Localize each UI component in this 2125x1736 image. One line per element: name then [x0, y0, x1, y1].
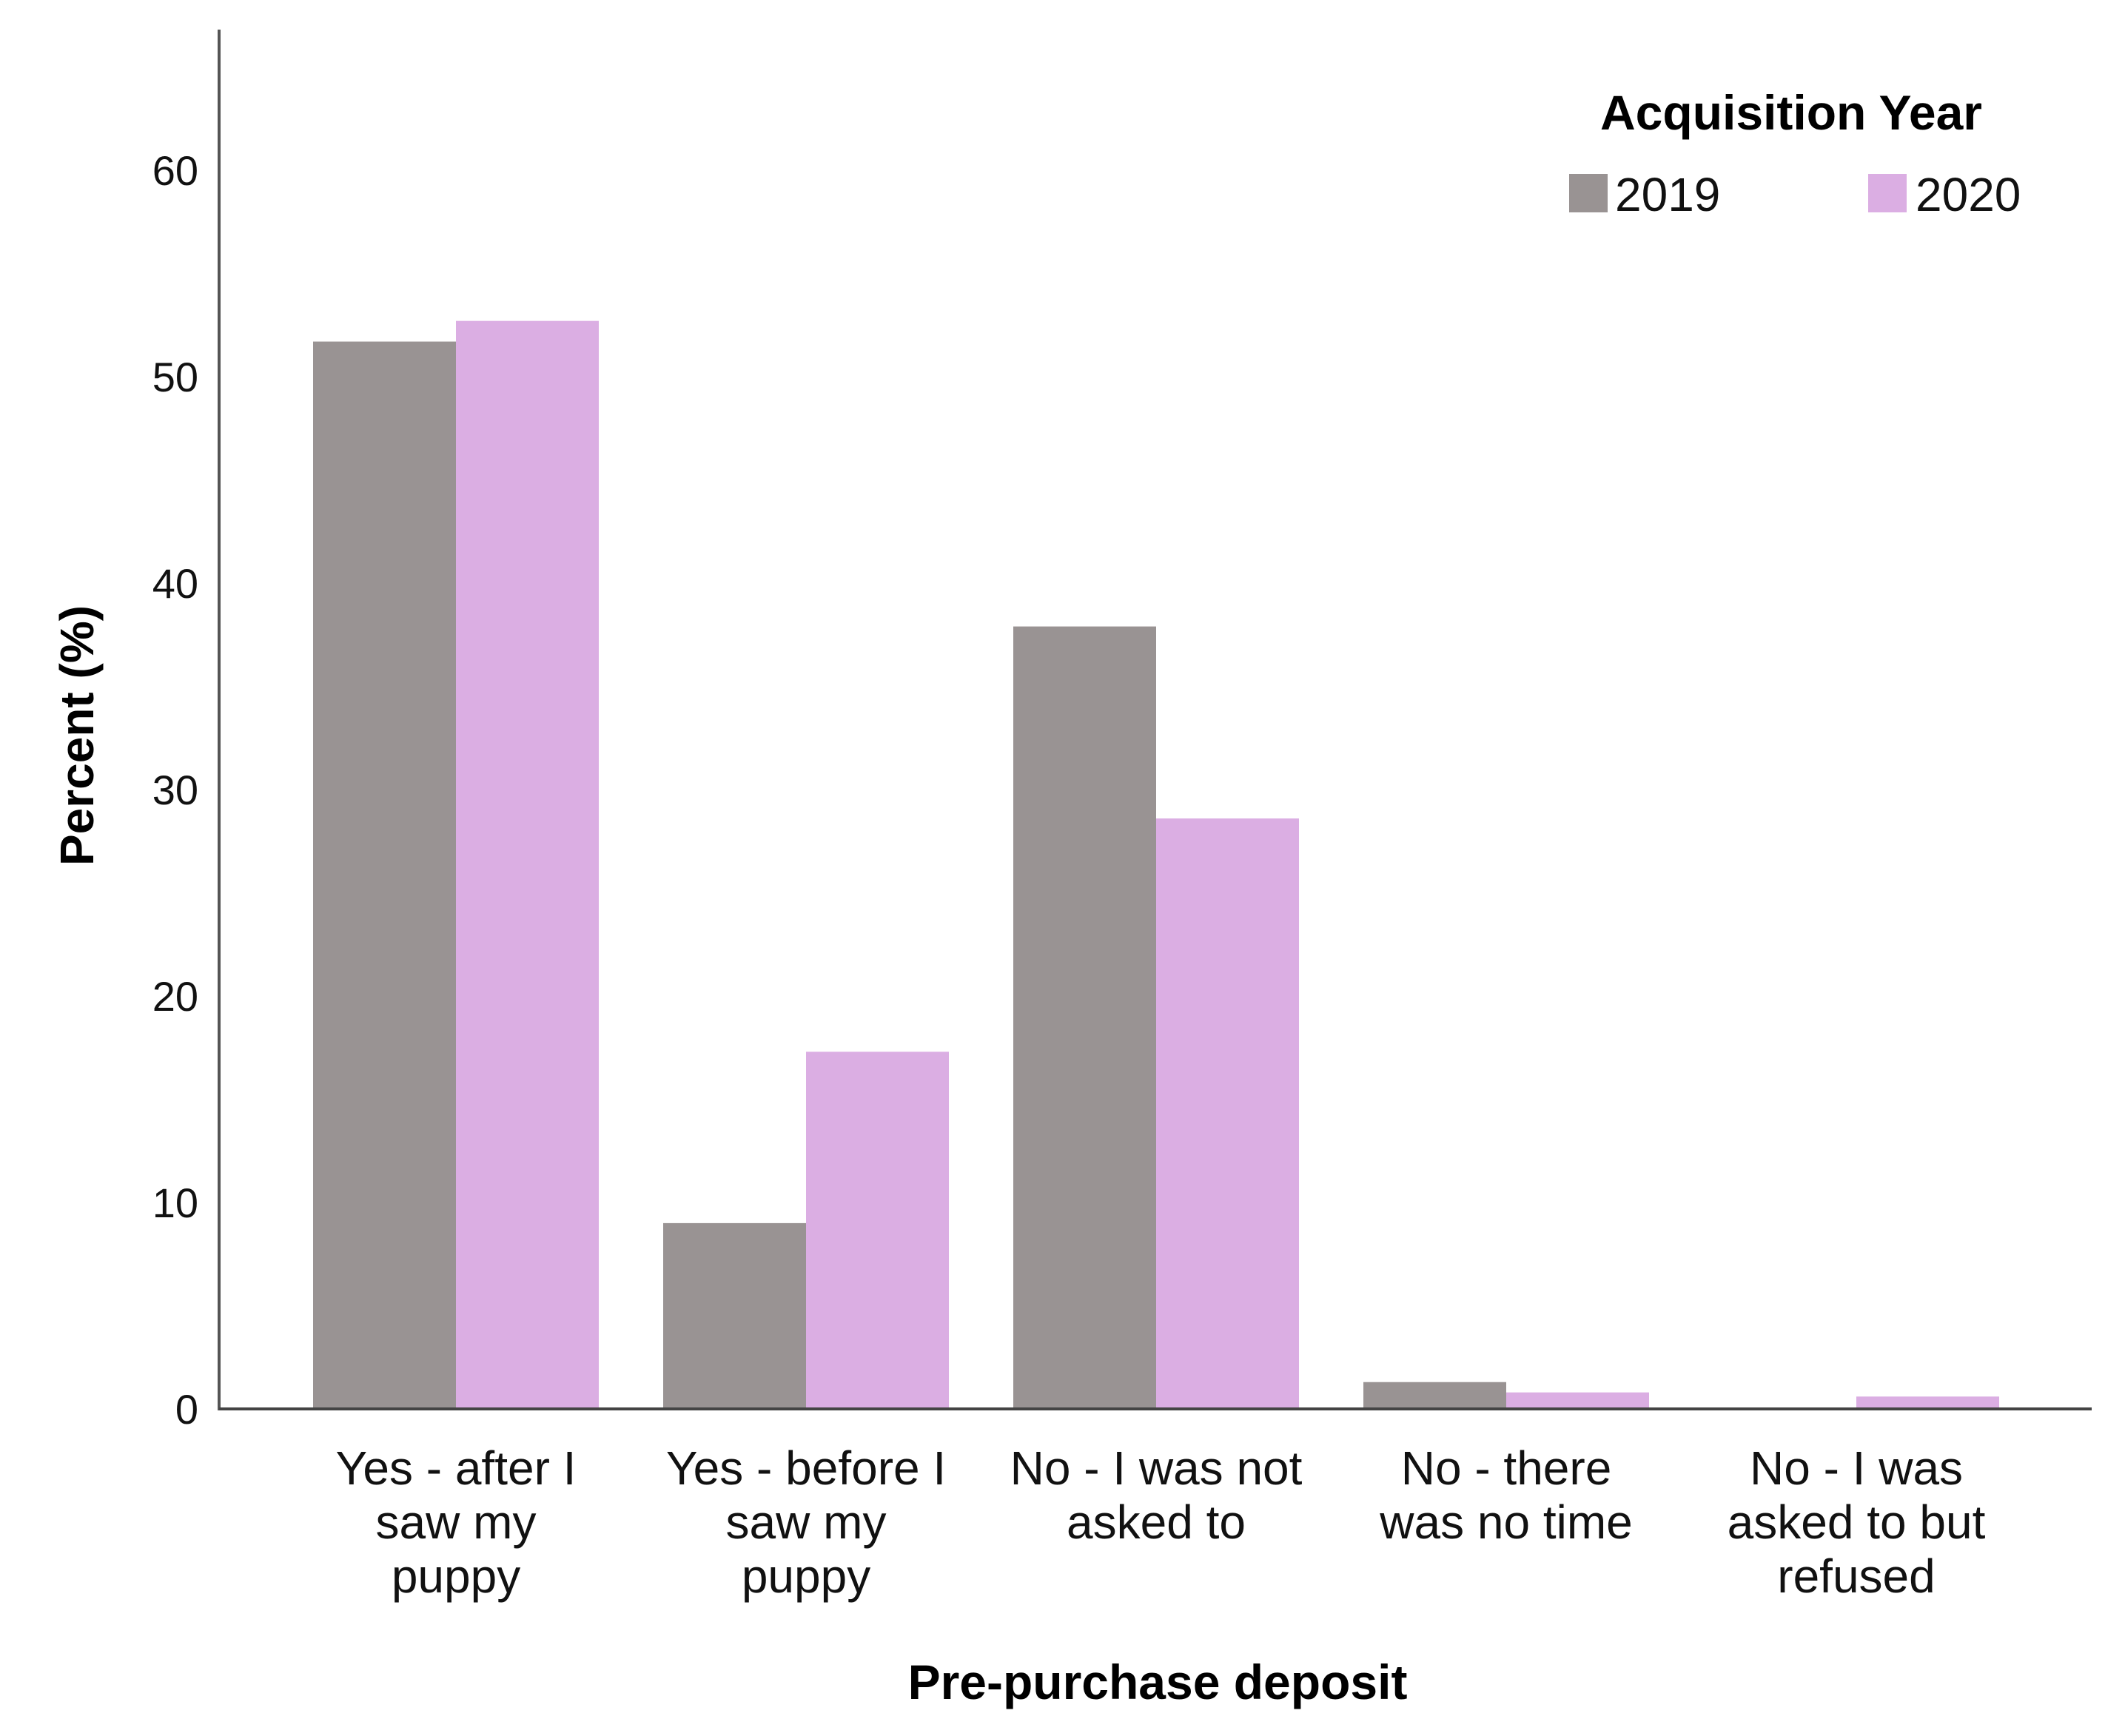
y-axis-title: Percent (%)	[50, 605, 104, 866]
x-tick-label: puppy	[392, 1550, 520, 1603]
bars	[313, 320, 1999, 1409]
x-tick-label: asked to	[1067, 1496, 1246, 1549]
bar-2019-0	[313, 341, 456, 1409]
x-tick-label: saw my	[726, 1496, 887, 1549]
y-tick-label: 50	[152, 354, 198, 400]
y-axis-ticks: 0 10 20 30 40 50 60	[152, 147, 198, 1433]
bar-2020-2	[1156, 818, 1299, 1409]
bar-2019-3	[1363, 1382, 1506, 1409]
bar-2020-1	[806, 1052, 949, 1409]
y-tick-label: 60	[152, 147, 198, 194]
legend-label-2020: 2020	[1916, 168, 2021, 221]
legend-title: Acquisition Year	[1600, 85, 1982, 140]
bar-2019-2	[1013, 626, 1156, 1409]
y-tick-label: 20	[152, 973, 198, 1020]
bar-2019-1	[663, 1222, 806, 1409]
y-tick-label: 0	[175, 1386, 198, 1433]
y-tick-label: 40	[152, 560, 198, 607]
x-axis-title: Pre-purchase deposit	[908, 1655, 1408, 1709]
legend-swatch-2020	[1868, 174, 1907, 212]
x-tick-label: Yes - before I	[666, 1441, 946, 1495]
x-tick-label: puppy	[742, 1550, 870, 1603]
x-tick-label: No - I was not	[1010, 1441, 1303, 1495]
y-tick-label: 30	[152, 767, 198, 813]
bar-2020-0	[456, 320, 599, 1409]
x-tick-label: refused	[1777, 1550, 1935, 1603]
legend: Acquisition Year 2019 2020	[1569, 85, 2021, 221]
x-tick-label: Yes - after I	[336, 1441, 577, 1495]
x-tick-label: No - there	[1401, 1441, 1612, 1495]
legend-swatch-2019	[1569, 174, 1608, 212]
bar-2020-4	[1856, 1396, 1999, 1409]
y-tick-label: 10	[152, 1180, 198, 1226]
x-tick-label: saw my	[376, 1496, 537, 1549]
x-tick-label: No - I was	[1750, 1441, 1963, 1495]
x-tick-label: asked to but	[1728, 1496, 1986, 1549]
legend-label-2019: 2019	[1615, 168, 1720, 221]
bar-2020-3	[1506, 1392, 1649, 1409]
x-tick-label: was no time	[1379, 1496, 1632, 1549]
